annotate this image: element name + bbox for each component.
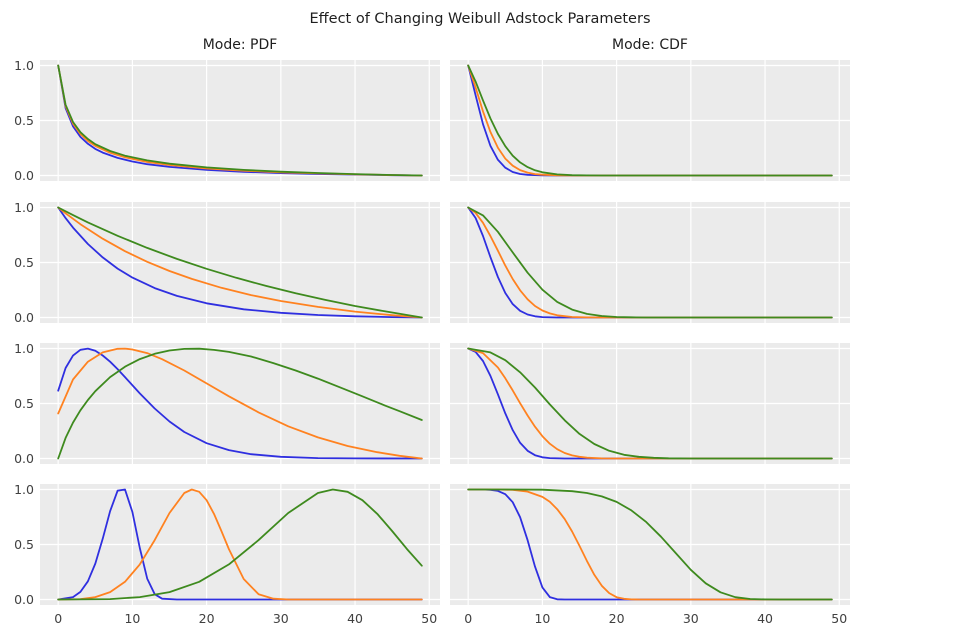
line-series-blue — [467, 347, 833, 460]
x-tick-label: 30 — [272, 611, 289, 626]
line-series-orange — [467, 347, 833, 460]
y-tick-label: 0.0 — [14, 451, 34, 466]
y-tick-label: 0.0 — [14, 592, 34, 607]
subplot-title-pdf: Mode: PDF — [202, 37, 278, 53]
subplot-row1-pdf — [40, 60, 440, 181]
y-tick-label: 0.5 — [14, 113, 34, 128]
y-tick-label: 1.0 — [14, 58, 34, 73]
y-tick-label: 0.0 — [14, 310, 34, 325]
line-series-orange — [57, 206, 423, 319]
x-tick-label: 40 — [347, 611, 363, 626]
subplot-row4-cdf — [450, 484, 850, 605]
x-tick-label: 20 — [608, 611, 625, 626]
y-tick-label: 1.0 — [14, 341, 34, 356]
subplot-row1-cdf — [450, 60, 850, 181]
y-tick-label: 0.5 — [14, 255, 34, 270]
x-tick-label: 40 — [757, 611, 773, 626]
subplot-row3-cdf — [450, 343, 850, 464]
x-tick-label: 50 — [421, 611, 438, 626]
line-series-green — [57, 347, 423, 460]
x-tick-label: 0 — [54, 611, 63, 626]
x-tick-label: 20 — [198, 611, 215, 626]
x-tick-label: 10 — [124, 611, 141, 626]
line-series-orange — [467, 488, 833, 601]
line-series-blue — [57, 488, 423, 601]
line-series-green — [467, 488, 833, 601]
line-series-green — [57, 206, 423, 319]
x-tick-label: 30 — [682, 611, 699, 626]
y-tick-label: 0.0 — [14, 168, 34, 183]
line-series-green — [57, 64, 423, 177]
line-series-green — [467, 347, 833, 460]
y-tick-label: 1.0 — [14, 482, 34, 497]
y-tick-label: 0.5 — [14, 396, 34, 411]
subplot-row2-cdf — [450, 202, 850, 323]
subplot-row2-pdf — [40, 202, 440, 323]
line-series-orange — [57, 347, 423, 460]
subplot-row4-pdf — [40, 484, 440, 605]
x-tick-label: 10 — [534, 611, 551, 626]
line-series-green — [467, 206, 833, 319]
y-tick-label: 1.0 — [14, 200, 34, 215]
line-series-blue — [467, 206, 833, 319]
line-series-orange — [467, 206, 833, 319]
y-tick-label: 0.5 — [14, 537, 34, 552]
x-tick-label: 50 — [831, 611, 848, 626]
line-series-green — [467, 64, 833, 177]
subplot-title-cdf: Mode: CDF — [612, 37, 688, 53]
line-series-blue — [57, 347, 423, 460]
x-tick-label: 0 — [464, 611, 473, 626]
subplot-row3-pdf — [40, 343, 440, 464]
figure-title: Effect of Changing Weibull Adstock Param… — [309, 11, 651, 27]
line-series-blue — [57, 206, 423, 319]
line-series-green — [57, 488, 423, 601]
line-series-orange — [467, 64, 833, 177]
line-series-orange — [57, 488, 423, 601]
